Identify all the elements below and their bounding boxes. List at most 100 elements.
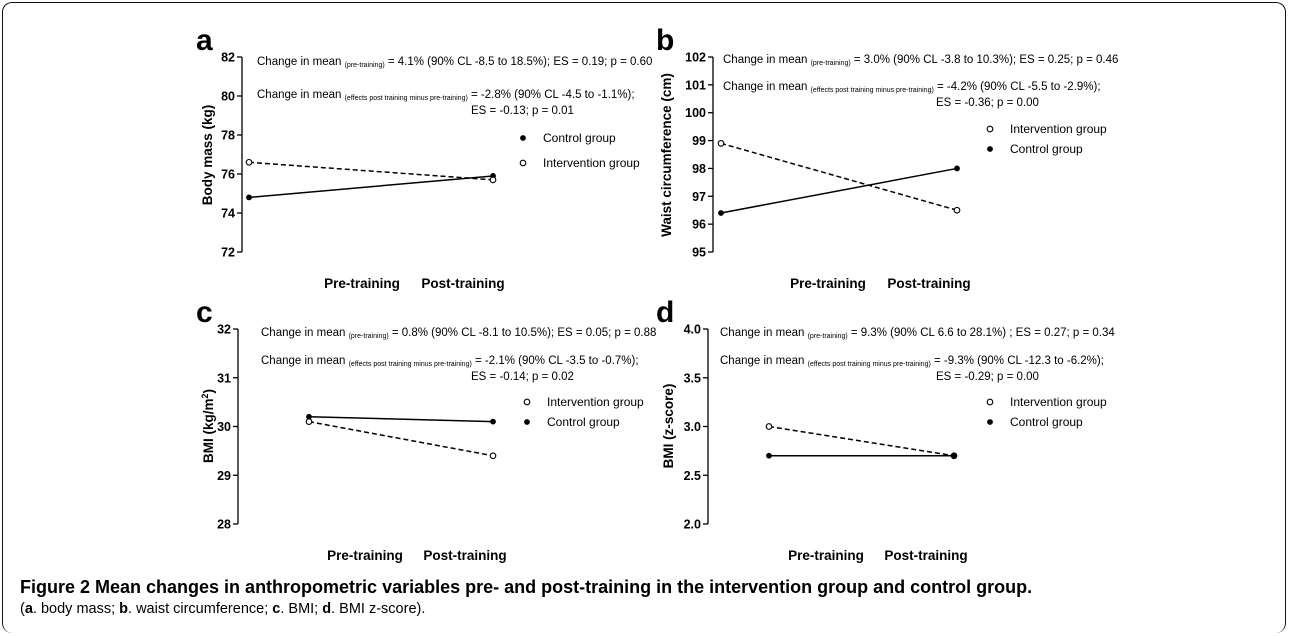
annotation-subscript: (pre-training): [349, 333, 389, 340]
legend-filled-marker: [987, 146, 993, 152]
y-tick-label: 2.5: [684, 469, 701, 483]
y-tick-label: 80: [221, 90, 235, 104]
x-category-label-pre: Pre-training: [788, 548, 864, 563]
annotation-text: Change in mean: [720, 355, 808, 367]
annotation-subscript: (effects post training minus pre-trainin…: [349, 361, 472, 368]
chart-panel-d: d 2.0 2.5 3.0 3.5 4.0 BMI (z-score) Pre-trainin…: [656, 296, 1115, 563]
annotation-subscript: (pre-training): [808, 333, 848, 340]
filled-marker: [954, 165, 960, 172]
annotation-text: = -4.2% (90% CL -5.5 to -2.9%);: [934, 81, 1101, 93]
legend-label: Intervention group: [547, 395, 644, 409]
legend-open-marker: [519, 159, 527, 167]
y-tick-label: 101: [685, 78, 706, 92]
caption-panel-b: b: [119, 601, 129, 617]
panel-letter: c: [196, 296, 213, 329]
y-axis-label-text: ): [201, 389, 216, 394]
x-category-label-pre: Pre-training: [327, 548, 403, 563]
intervention-series-line: [768, 425, 955, 457]
annotation-effects: Change in mean (effects post training mi…: [720, 355, 1104, 368]
caption-title: Figure 2 Mean changes in anthropometric …: [20, 577, 1033, 597]
y-tick-label: 100: [685, 106, 706, 120]
caption-panel-a: a: [24, 601, 33, 617]
legend-label: Control group: [1010, 142, 1083, 156]
annotation-text: Change in mean: [261, 355, 349, 367]
annotation-text: = -9.3% (90% CL -12.3 to -6.2%);: [931, 355, 1104, 367]
legend-open-marker: [523, 398, 531, 406]
y-tick-label: 2.0: [684, 518, 701, 532]
y-tick-label: 29: [217, 469, 231, 483]
caption-text: . BMI z-score).: [331, 601, 426, 617]
panel-letter: d: [656, 296, 674, 329]
y-tick-label: 3.5: [684, 371, 701, 385]
y-tick-label: 96: [692, 218, 706, 232]
caption-text: . waist circumference;: [128, 601, 273, 617]
annotation-effects: Change in mean (effects post training mi…: [723, 81, 1101, 94]
caption-text: . BMI;: [280, 601, 323, 617]
open-marker: [765, 423, 773, 430]
open-marker: [489, 452, 497, 460]
annotation-text: = 3.0% (90% CL -3.8 to 10.3%); ES = 0.25…: [851, 54, 1119, 66]
annotation-effect-size: ES = -0.14; p = 0.02: [471, 371, 574, 383]
legend-label: Intervention group: [1010, 122, 1107, 136]
open-marker: [305, 418, 313, 425]
annotation-text: = 0.8% (90% CL -8.1 to 10.5%); ES = 0.05…: [389, 327, 657, 339]
annotation-text: Change in mean: [723, 81, 811, 93]
y-tick-label: 102: [685, 51, 706, 65]
y-tick-label: 72: [221, 246, 235, 260]
y-tick-label: 74: [221, 207, 235, 221]
annotation-text: Change in mean: [257, 56, 345, 68]
y-tick-label: 97: [692, 190, 706, 204]
x-category-label-post: Post-training: [421, 276, 504, 291]
filled-marker: [766, 452, 772, 459]
legend-label: Control group: [547, 415, 620, 429]
annotation-pre-training: Change in mean (pre-training) = 0.8% (90…: [261, 327, 656, 340]
charts-canvas: a 72 74 76 78 80 82 Body mass (kg) Pre-training P…: [196, 24, 1119, 563]
y-tick-label: 99: [692, 134, 706, 148]
y-tick-label: 82: [221, 51, 235, 65]
legend-open-marker: [986, 398, 994, 406]
annotation-text: = 9.3% (90% CL 6.6 to 28.1%) ; ES = 0.27…: [848, 327, 1116, 339]
filled-marker: [490, 418, 496, 425]
annotation-subscript: (effects post training minus pre-trainin…: [345, 95, 468, 102]
open-marker: [953, 206, 961, 214]
y-tick-label: 76: [221, 168, 235, 182]
y-tick-label: 98: [692, 162, 706, 176]
annotation-text: = -2.8% (90% CL -4.5 to -1.1%);: [468, 89, 635, 101]
filled-marker: [951, 452, 957, 459]
y-axis-label-text: BMI (z-score): [661, 384, 676, 469]
annotation-text: Change in mean: [257, 89, 345, 101]
panel-letter: a: [196, 24, 213, 57]
y-tick-label: 28: [217, 518, 231, 532]
y-tick-label: 95: [692, 246, 706, 260]
annotation-effect-size: ES = -0.36; p = 0.00: [936, 97, 1039, 109]
y-tick-label: 3.0: [684, 420, 701, 434]
annotation-effects: Change in mean (effects post training mi…: [261, 355, 639, 368]
y-axis-label-superscript: 2: [200, 393, 210, 398]
annotation-text: Change in mean: [720, 327, 808, 339]
annotation-text: = -2.1% (90% CL -3.5 to -0.7%);: [472, 355, 639, 367]
panel-letter: b: [656, 24, 674, 57]
annotation-text: = 4.1% (90% CL -8.5 to 18.5%); ES = 0.19…: [385, 56, 653, 68]
legend-label: Intervention group: [1010, 395, 1107, 409]
y-axis-label-text: Waist circumference (cm): [659, 73, 674, 237]
caption-text: (: [20, 601, 25, 617]
x-category-label-post: Post-training: [884, 548, 967, 563]
annotation-subscript: (effects post training minus pre-trainin…: [811, 87, 934, 94]
intervention-series-line: [308, 420, 494, 457]
annotation-effect-size: ES = -0.29; p = 0.00: [936, 371, 1039, 383]
filled-marker: [246, 194, 252, 201]
annotation-effect-size: ES = -0.13; p = 0.01: [471, 105, 574, 117]
annotation-pre-training: Change in mean (pre-training) = 4.1% (90…: [257, 56, 652, 69]
open-marker: [245, 158, 253, 166]
annotation-text: Change in mean: [261, 327, 349, 339]
annotation-subscript: (effects post training minus pre-trainin…: [808, 361, 931, 368]
caption-text: . body mass;: [32, 601, 120, 617]
annotation-subscript: (pre-training): [811, 60, 851, 67]
control-series-line: [308, 416, 494, 423]
legend-label: Intervention group: [543, 156, 640, 170]
y-tick-label: 31: [217, 371, 231, 385]
open-marker: [717, 140, 725, 147]
legend-filled-marker: [520, 135, 526, 141]
y-axis-label-text: Body mass (kg): [200, 105, 215, 206]
